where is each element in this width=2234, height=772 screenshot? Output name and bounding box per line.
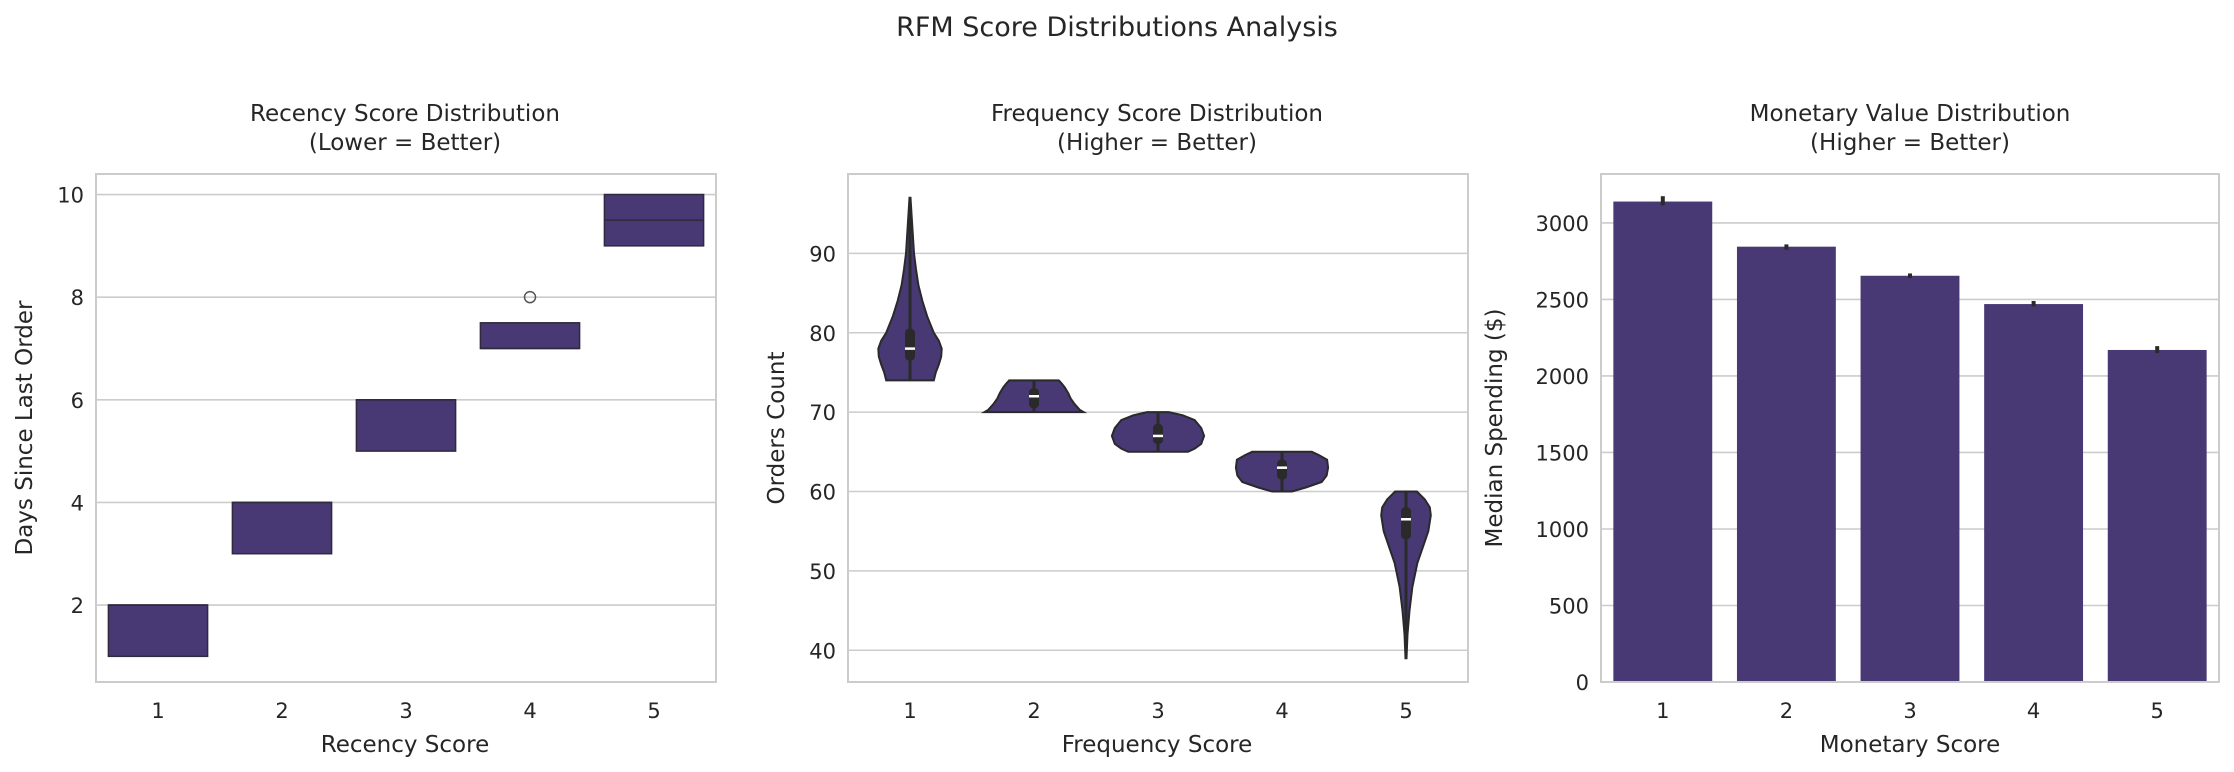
frequency-title-line1: Frequency Score Distribution xyxy=(991,101,1323,127)
x-tick-label: 2 xyxy=(275,699,288,723)
violin-iqr-box xyxy=(1401,507,1411,540)
frequency-plot-frame xyxy=(847,173,1469,683)
recency-panel: Recency Score Distribution (Lower = Bett… xyxy=(12,101,717,758)
recency-x-axis-label: Recency Score xyxy=(321,732,489,758)
recency-title-line1: Recency Score Distribution xyxy=(250,101,560,127)
box xyxy=(231,501,333,555)
y-tick-label: 70 xyxy=(809,401,836,425)
recency-y-ticks: 2 4 6 8 10 xyxy=(57,184,84,619)
box xyxy=(479,322,581,350)
bar xyxy=(2107,349,2207,682)
box xyxy=(355,399,457,452)
monetary-x-ticks: 1 2 3 4 5 xyxy=(1656,699,2164,723)
frequency-panel: Frequency Score Distribution (Higher = B… xyxy=(764,101,1469,758)
x-tick-label: 1 xyxy=(903,699,916,723)
y-tick-label: 40 xyxy=(809,639,836,663)
monetary-title-line1: Monetary Value Distribution xyxy=(1750,101,2071,127)
frequency-violins xyxy=(877,196,1432,660)
y-tick-label: 10 xyxy=(57,184,84,208)
y-tick-label: 4 xyxy=(71,491,84,515)
x-tick-label: 5 xyxy=(2151,699,2164,723)
monetary-bars xyxy=(1613,196,2207,682)
outlier-point xyxy=(523,290,537,304)
y-tick-label: 80 xyxy=(809,322,836,346)
x-tick-label: 2 xyxy=(1780,699,1793,723)
monetary-y-ticks: 0 500 1000 1500 2000 2500 3000 xyxy=(1536,212,1589,695)
x-tick-label: 2 xyxy=(1027,699,1040,723)
y-tick-label: 3000 xyxy=(1536,212,1589,236)
frequency-title-line2: (Higher = Better) xyxy=(1057,130,1257,156)
recency-y-axis-label: Days Since Last Order xyxy=(12,300,38,556)
x-tick-label: 4 xyxy=(523,699,536,723)
x-tick-label: 3 xyxy=(1903,699,1916,723)
y-tick-label: 1000 xyxy=(1536,518,1589,542)
x-tick-label: 1 xyxy=(151,699,164,723)
bar xyxy=(1984,304,2084,682)
y-tick-label: 50 xyxy=(809,560,836,584)
y-tick-label: 90 xyxy=(809,242,836,266)
violin-iqr-box xyxy=(1153,424,1163,444)
figure-suptitle: RFM Score Distributions Analysis xyxy=(896,12,1338,43)
frequency-y-ticks: 40 50 60 70 80 90 xyxy=(809,242,836,663)
recency-plot-frame xyxy=(95,173,717,683)
box xyxy=(107,604,209,658)
y-tick-label: 8 xyxy=(71,286,84,310)
x-tick-label: 3 xyxy=(399,699,412,723)
frequency-x-axis-label: Frequency Score xyxy=(1062,732,1253,758)
monetary-x-axis-label: Monetary Score xyxy=(1820,732,2001,758)
y-tick-label: 6 xyxy=(71,389,84,413)
violin-iqr-box xyxy=(1277,459,1287,480)
monetary-title-line2: (Higher = Better) xyxy=(1810,130,2010,156)
y-tick-label: 60 xyxy=(809,481,836,505)
x-tick-label: 5 xyxy=(647,699,660,723)
frequency-x-ticks: 1 2 3 4 5 xyxy=(903,699,1412,723)
y-tick-label: 2500 xyxy=(1536,288,1589,312)
x-tick-label: 3 xyxy=(1151,699,1164,723)
violin-iqr-box xyxy=(905,328,915,361)
x-tick-label: 4 xyxy=(2027,699,2040,723)
x-tick-label: 4 xyxy=(1275,699,1288,723)
y-tick-label: 2 xyxy=(71,594,84,618)
bar xyxy=(1736,246,1836,682)
violin-iqr-box xyxy=(1029,388,1039,409)
monetary-plot-frame xyxy=(1600,173,2220,683)
bar xyxy=(1860,275,1960,682)
recency-boxes xyxy=(107,193,705,658)
y-tick-label: 2000 xyxy=(1536,365,1589,389)
x-tick-label: 1 xyxy=(1656,699,1669,723)
bar xyxy=(1613,201,1713,682)
x-tick-label: 5 xyxy=(1399,699,1412,723)
frequency-y-axis-label: Orders Count xyxy=(764,352,790,505)
y-tick-label: 0 xyxy=(1576,671,1589,695)
y-tick-label: 500 xyxy=(1549,594,1589,618)
recency-title-line2: (Lower = Better) xyxy=(309,130,501,156)
recency-x-ticks: 1 2 3 4 5 xyxy=(151,699,660,723)
y-tick-label: 1500 xyxy=(1536,441,1589,465)
monetary-y-axis-label: Median Spending ($) xyxy=(1482,309,1508,548)
monetary-panel: Monetary Value Distribution (Higher = Be… xyxy=(1482,101,2220,758)
